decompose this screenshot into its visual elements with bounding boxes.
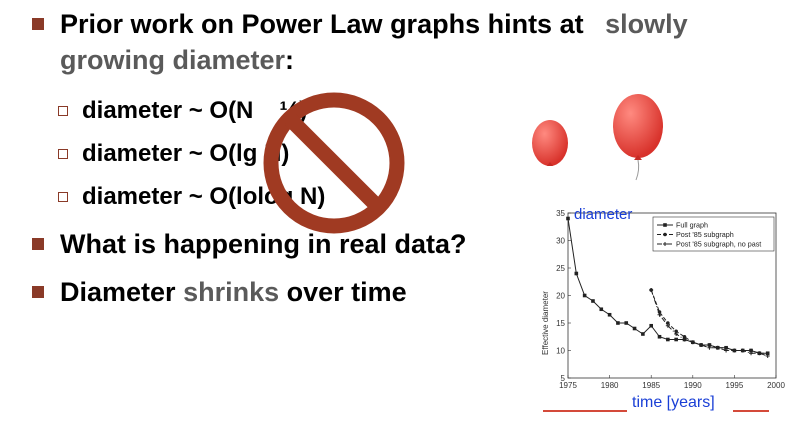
x-tick-label: 2000: [767, 381, 785, 390]
balloons-icon: [532, 94, 663, 181]
y-tick-label: 25: [556, 264, 565, 273]
data-point: [566, 216, 570, 221]
y-tick-label: 30: [556, 237, 565, 246]
hollow-square-icon: [58, 106, 68, 116]
data-point: [724, 345, 728, 350]
bullet-real-data: What is happening in real data?: [32, 226, 467, 262]
sub-bullet-2: diameter ~ O(l g N): [58, 139, 289, 169]
sub-bullet-2-text: diameter ~ O(l: [82, 140, 243, 167]
data-point: [649, 288, 654, 292]
data-point: [765, 351, 770, 356]
caption-underline-right: [733, 410, 769, 412]
bullet-diameter-shrinks: Diameter shrinks over time: [32, 274, 407, 310]
large-balloon-icon: [613, 94, 663, 181]
y-tick-label: 5: [561, 374, 566, 383]
data-point: [632, 326, 637, 331]
y-tick-label: 15: [556, 319, 565, 328]
data-point: [707, 343, 712, 347]
x-tick-label: 1995: [726, 381, 744, 390]
y-tick-label: 10: [556, 347, 565, 356]
data-point: [657, 312, 662, 317]
data-point: [749, 348, 753, 353]
bullet2-text: What is happening in real data?: [60, 229, 467, 259]
data-point: [724, 348, 729, 353]
series-layer: [566, 216, 770, 358]
data-point: [707, 345, 712, 350]
data-point: [765, 354, 770, 358]
data-point: [649, 323, 653, 328]
data-point: [616, 321, 620, 325]
bullet1-colon: :: [285, 45, 295, 75]
x-tick-label: 1975: [559, 381, 577, 390]
x-tick-label: 1990: [684, 381, 702, 390]
data-point: [641, 332, 645, 336]
y-axis-label: Effective diameter: [541, 291, 550, 355]
data-point: [690, 340, 695, 345]
hollow-square-icon: [58, 192, 68, 202]
data-point: [682, 334, 687, 339]
data-point: [757, 351, 762, 356]
sub-bullet-1-text: diameter ~ O(N: [82, 97, 254, 124]
prohibited-sign-icon: [263, 92, 405, 234]
data-point: [574, 271, 579, 276]
data-point: [699, 343, 704, 347]
caption-underline-left: [543, 410, 627, 412]
data-point: [599, 307, 604, 312]
bullet3-text-post: over time: [279, 277, 407, 307]
y-tick-label: 35: [556, 209, 565, 218]
legend-marker: [663, 232, 667, 237]
legend-marker: [663, 242, 667, 246]
legend-label: Post '85 subgraph, no past: [676, 240, 761, 249]
sub-bullet-3-text: diameter ~ O(lo: [82, 183, 258, 210]
data-point: [682, 337, 687, 342]
diameter-chart: 1975 1980 1985 1990 1995 2000 5 10 15 20 25 30 35 di…: [541, 206, 785, 390]
x-tick-label: 1980: [601, 381, 619, 390]
bullet-prior-work: Prior work on Power Law graphs hints at …: [32, 6, 780, 78]
legend-label: Post '85 subgraph: [676, 230, 734, 239]
data-point: [749, 351, 754, 356]
bullet-square-icon: [32, 286, 44, 298]
data-point: [666, 337, 670, 342]
legend-marker: [663, 223, 667, 227]
hollow-square-icon: [58, 149, 68, 159]
axis-ticks: 1975 1980 1985 1990 1995 2000 5 10 15 20 25 30 35: [556, 209, 785, 390]
x-axis-caption: time [years]: [632, 394, 715, 411]
legend-box: [652, 216, 775, 252]
data-point: [665, 323, 670, 328]
data-point: [582, 293, 587, 298]
small-balloon-icon: [532, 120, 568, 166]
data-point: [715, 345, 720, 350]
data-point: [732, 348, 737, 353]
bullet-square-icon: [32, 18, 44, 30]
bullet-square-icon: [32, 238, 44, 250]
chart-title: diameter: [574, 206, 632, 223]
bullet1-text: Prior work on Power Law graphs hints at: [60, 9, 584, 39]
bullet3-text-pre: Diameter: [60, 277, 184, 307]
data-point: [607, 312, 612, 317]
bullet1-highlight-growing-diameter: growing diameter: [60, 45, 286, 75]
bullet1-highlight-slowly: slowly: [605, 9, 688, 39]
x-tick-label: 1985: [642, 381, 660, 390]
data-point: [624, 321, 629, 325]
legend-label: Full graph: [676, 221, 708, 230]
data-point: [591, 299, 595, 303]
y-tick-label: 20: [556, 292, 565, 301]
bullet3-highlight-shrinks: shrinks: [183, 277, 280, 307]
data-point: [657, 334, 662, 339]
data-point: [740, 348, 745, 353]
data-point: [674, 332, 679, 336]
data-point: [674, 337, 678, 342]
data-point: [674, 329, 678, 334]
